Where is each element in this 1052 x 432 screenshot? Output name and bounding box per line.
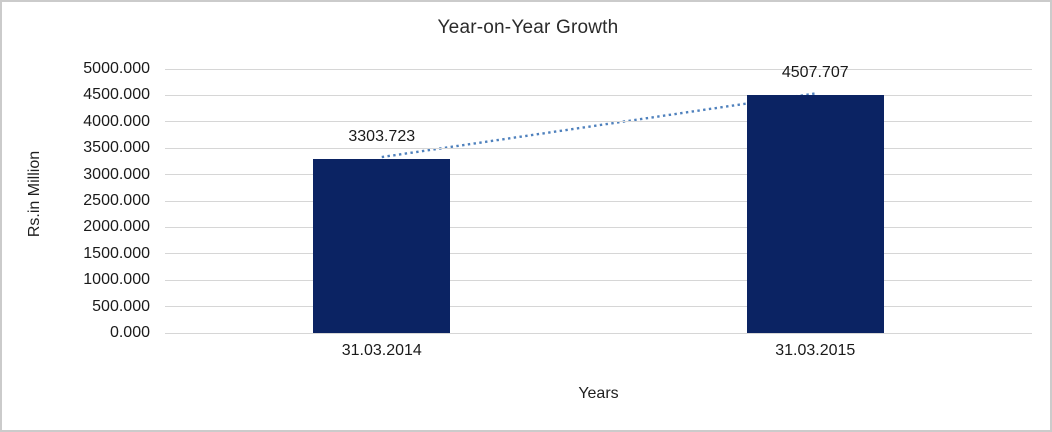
y-tick-label: 1500.000 [83, 244, 150, 262]
gridline [165, 332, 1032, 334]
plot-area [165, 68, 1032, 334]
data-label: 4507.707 [781, 63, 849, 81]
gridline [165, 226, 1032, 228]
y-tick-label: 2000.000 [83, 218, 150, 236]
gridline [165, 279, 1032, 281]
bar-31.03.2014 [313, 158, 451, 333]
gridline [165, 121, 1032, 123]
gridline [165, 200, 1032, 202]
y-tick-label: 4500.000 [83, 86, 150, 104]
chart-title: Year-on-Year Growth [437, 17, 619, 38]
gridline [165, 94, 1032, 96]
y-tick-label: 3500.000 [83, 139, 150, 157]
x-tick-label: 31.03.2015 [775, 342, 856, 359]
bar-31.03.2015 [746, 94, 884, 333]
gridline [165, 147, 1032, 149]
data-label: 3303.723 [348, 127, 416, 145]
y-tick-label: 500.000 [92, 297, 150, 315]
y-tick-label: 4000.000 [83, 112, 150, 130]
gridline [165, 253, 1032, 255]
gridline [165, 68, 1032, 70]
gridline [165, 306, 1032, 308]
y-tick-label: 1000.000 [83, 271, 150, 289]
y-tick-label: 0.000 [109, 324, 150, 341]
x-axis-title: Years [578, 385, 619, 402]
gridline [165, 174, 1032, 176]
y-tick-label: 3000.000 [83, 165, 150, 183]
y-tick-label: 2500.000 [83, 192, 150, 209]
y-tick-label: 5000.000 [83, 60, 150, 77]
x-tick-label: 31.03.2014 [341, 342, 422, 359]
